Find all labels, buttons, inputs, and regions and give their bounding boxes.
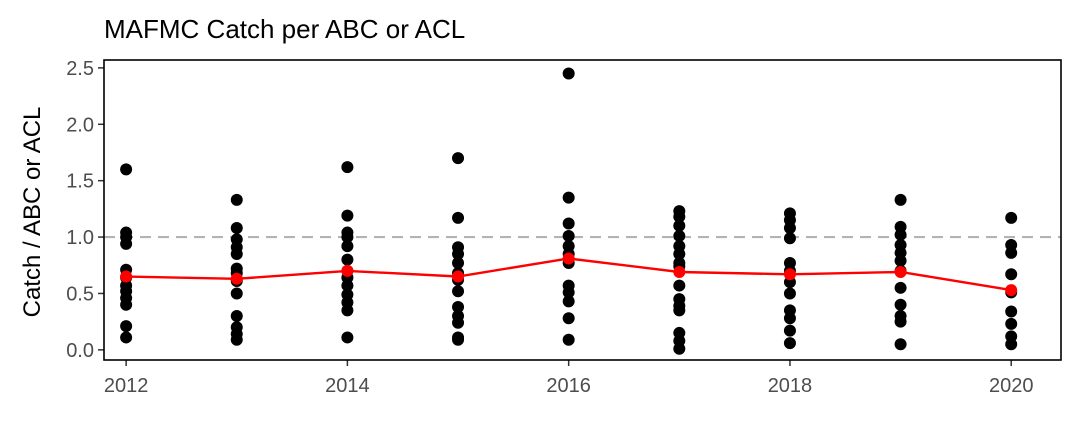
data-point [341, 161, 354, 174]
data-point [673, 229, 686, 242]
mean-point [1005, 284, 1018, 297]
data-point [230, 333, 243, 346]
data-point [452, 247, 465, 260]
data-point [452, 333, 465, 346]
y-tick-label: 0.5 [66, 283, 94, 305]
y-tick-label: 2.5 [66, 58, 94, 80]
data-point [1005, 246, 1018, 259]
data-point [452, 285, 465, 298]
data-point [120, 298, 133, 311]
data-point [452, 316, 465, 329]
data-point [1005, 338, 1018, 351]
data-point [673, 342, 686, 355]
data-point [562, 67, 575, 80]
data-point [673, 279, 686, 292]
y-tick-label: 1.0 [66, 227, 94, 249]
mean-point [783, 268, 796, 281]
data-point [230, 222, 243, 235]
x-tick-label: 2018 [768, 375, 813, 397]
chart-title: MAFMC Catch per ABC or ACL [104, 14, 465, 44]
data-point [1005, 268, 1018, 281]
mean-point [452, 270, 465, 283]
data-point [673, 304, 686, 317]
data-point [230, 287, 243, 300]
data-point [783, 337, 796, 350]
data-point [562, 229, 575, 242]
data-point [341, 209, 354, 222]
data-point [894, 298, 907, 311]
mean-point [230, 272, 243, 285]
data-point [120, 331, 133, 344]
data-point [562, 191, 575, 204]
x-tick-label: 2020 [989, 375, 1034, 397]
data-point [894, 228, 907, 241]
data-point [230, 193, 243, 206]
data-point [341, 240, 354, 253]
data-point [783, 232, 796, 245]
y-tick-label: 2.0 [66, 114, 94, 136]
data-point [894, 281, 907, 294]
mean-point [341, 264, 354, 277]
data-point [562, 217, 575, 230]
data-point [673, 210, 686, 223]
data-point [120, 237, 133, 250]
data-point [341, 279, 354, 292]
data-point [562, 333, 575, 346]
x-tick-label: 2016 [546, 375, 591, 397]
data-point [894, 315, 907, 328]
y-axis-label: Catch / ABC or ACL [19, 107, 46, 318]
data-point [673, 219, 686, 232]
data-point [562, 312, 575, 325]
data-point [894, 254, 907, 267]
mean-point [673, 266, 686, 279]
x-tick-label: 2014 [325, 375, 370, 397]
data-point [562, 286, 575, 299]
y-tick-label: 0.0 [66, 340, 94, 362]
data-point [673, 247, 686, 260]
data-point [452, 257, 465, 270]
data-point [894, 338, 907, 351]
data-point [452, 300, 465, 313]
data-point [562, 295, 575, 308]
plot-area: 0.0 0.5 1.0 1.5 2.0 2.5 2012 2014 2016 2018 2020 [66, 58, 1062, 397]
data-point [452, 211, 465, 224]
mean-point [120, 270, 133, 283]
panel-border [103, 59, 1062, 361]
data-point [894, 193, 907, 206]
data-point [783, 287, 796, 300]
data-point [230, 310, 243, 323]
data-point [783, 222, 796, 235]
mean-point [894, 266, 907, 279]
y-tick-label: 1.5 [66, 171, 94, 193]
data-point [341, 253, 354, 266]
data-point [1005, 317, 1018, 330]
data-point [783, 324, 796, 337]
data-point [1005, 211, 1018, 224]
data-point [783, 312, 796, 325]
data-point [341, 331, 354, 344]
data-point [452, 152, 465, 165]
data-point [230, 247, 243, 260]
data-point [120, 320, 133, 333]
data-point [120, 163, 133, 176]
mean-point [562, 252, 575, 265]
x-tick-label: 2012 [104, 375, 149, 397]
data-point [341, 231, 354, 244]
data-point [1005, 305, 1018, 318]
data-point [341, 304, 354, 317]
